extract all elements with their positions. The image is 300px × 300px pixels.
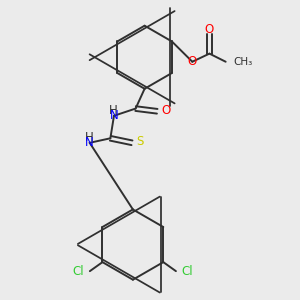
Text: N: N [85,136,94,149]
Text: CH₃: CH₃ [234,57,253,67]
Text: O: O [205,23,214,36]
Text: O: O [162,104,171,117]
Text: O: O [188,55,197,68]
Text: S: S [136,135,144,148]
Text: N: N [110,109,118,122]
Text: H: H [84,131,93,144]
Text: Cl: Cl [181,265,193,278]
Text: Cl: Cl [73,265,85,278]
Text: H: H [109,104,117,117]
